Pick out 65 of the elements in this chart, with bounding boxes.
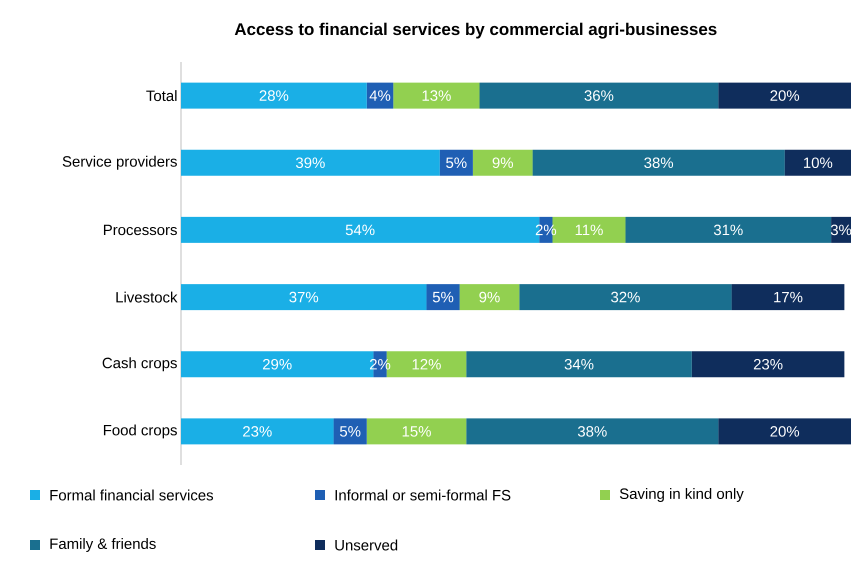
data-label: 32% — [611, 292, 640, 302]
data-label: 12% — [412, 358, 441, 370]
y-tick-label: Food crops — [104, 424, 177, 438]
data-label: 4% — [370, 90, 390, 101]
bar — [718, 418, 852, 444]
bar — [460, 284, 520, 310]
data-label: 5% — [432, 292, 454, 302]
bar — [784, 150, 852, 176]
data-label: 29% — [262, 358, 292, 370]
legend-label: Saving in kind only — [620, 488, 744, 502]
legend-label: Informal or semi-formal FS — [336, 490, 510, 500]
data-label: 38% — [578, 426, 607, 437]
bar — [472, 150, 533, 176]
data-label: 23% — [754, 358, 782, 370]
data-label: 54% — [346, 224, 375, 236]
data-label: 34% — [564, 358, 594, 370]
data-label: 23% — [243, 426, 272, 437]
bar — [466, 418, 718, 444]
bar — [181, 418, 334, 444]
data-label: 5% — [446, 158, 467, 168]
legend-label: Formal financial services — [50, 490, 214, 500]
bar — [366, 82, 394, 109]
legend-label: Family & friends — [50, 538, 156, 552]
data-label: 37% — [289, 292, 318, 302]
bar — [732, 284, 844, 310]
data-label: 20% — [770, 426, 800, 437]
bar — [718, 82, 852, 109]
y-tick-label: Total — [146, 90, 176, 102]
bar — [519, 284, 732, 310]
data-label: 38% — [644, 157, 674, 168]
bar — [181, 82, 367, 109]
data-label: 10% — [804, 157, 832, 168]
data-label: 15% — [402, 426, 431, 437]
data-label: 9% — [492, 157, 513, 168]
data-label: 2% — [536, 224, 556, 236]
bar — [532, 150, 785, 176]
legend-label: Unserved — [335, 540, 398, 550]
data-label: 31% — [714, 224, 743, 236]
data-label: 20% — [770, 90, 800, 101]
data-label: 28% — [260, 90, 288, 101]
bar — [181, 150, 440, 176]
data-label: 17% — [774, 292, 802, 302]
bar — [181, 284, 426, 310]
bar — [366, 418, 466, 444]
bar — [625, 216, 832, 243]
data-label: 13% — [422, 90, 451, 101]
data-label: 5% — [340, 426, 360, 437]
y-tick-label: Processors — [104, 224, 177, 236]
y-tick-label: Livestock — [116, 292, 178, 303]
y-tick-label: Service providers — [62, 156, 177, 170]
bar — [466, 351, 692, 378]
bar — [334, 418, 367, 444]
data-label: 39% — [296, 157, 325, 168]
bar — [393, 82, 480, 109]
data-label: 2% — [370, 358, 390, 370]
chart-title: Access to financial services by commercial agri-businesses — [234, 22, 717, 39]
bar — [440, 150, 473, 176]
data-label: 3% — [830, 224, 852, 236]
data-label: 36% — [584, 90, 614, 101]
y-tick-label: Cash crops — [102, 357, 177, 372]
data-label: 11% — [576, 224, 603, 236]
bar — [692, 351, 844, 378]
bar — [426, 284, 460, 310]
data-label: 9% — [479, 292, 500, 302]
bar — [480, 82, 718, 109]
